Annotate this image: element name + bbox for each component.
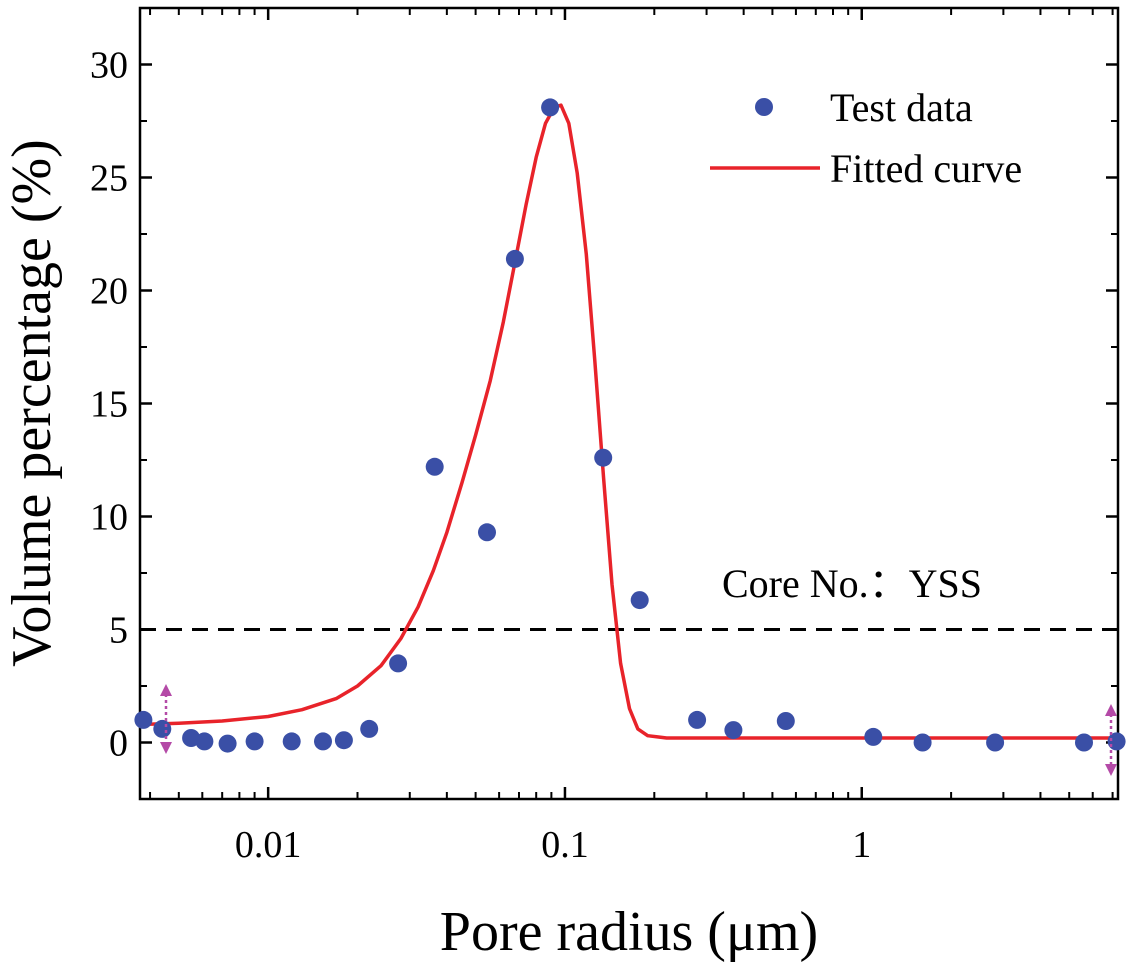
- legend-marker-test-data: [755, 98, 773, 116]
- legend-label-test-data: Test data: [830, 85, 973, 130]
- y-axis-title: Volume percentage (%): [1, 139, 63, 667]
- right-edge-arrow-up: [1105, 704, 1117, 716]
- x-tick-label: 0.01: [235, 824, 302, 866]
- y-tick-label: 25: [90, 158, 128, 200]
- test-data-point: [913, 733, 932, 752]
- test-data-point: [245, 732, 264, 751]
- test-data-point: [153, 719, 172, 738]
- x-tick-label: 1: [852, 824, 871, 866]
- test-data-point: [478, 523, 496, 542]
- y-tick-label: 15: [90, 384, 128, 426]
- y-tick-label: 30: [90, 45, 128, 87]
- edge-markers: [160, 684, 1117, 776]
- y-tick-label: 5: [109, 610, 128, 652]
- test-data-point: [218, 734, 237, 753]
- left-edge-arrow-down: [160, 742, 172, 754]
- fitted-curve-layer: [143, 103, 1118, 740]
- core-number-annotation: Core No.：YSS: [722, 561, 982, 606]
- test-data-point: [724, 721, 743, 740]
- test-data-point: [1107, 732, 1126, 751]
- test-data-point: [195, 732, 214, 751]
- y-tick-label: 10: [90, 497, 128, 539]
- test-data-point: [986, 733, 1005, 752]
- test-data-point: [389, 654, 408, 673]
- x-tick-label: 0.1: [541, 824, 589, 866]
- test-data-point: [594, 448, 613, 467]
- test-data-point: [334, 731, 353, 750]
- test-data-layer: [134, 98, 1126, 753]
- y-tick-label: 20: [90, 271, 128, 313]
- test-data-point: [360, 719, 379, 738]
- x-axis-title: Pore radius (μm): [440, 901, 818, 963]
- test-data-point: [314, 732, 332, 751]
- y-tick-label: 0: [109, 723, 128, 765]
- test-data-point: [425, 457, 444, 476]
- legend: Test data Fitted curve: [710, 85, 1022, 191]
- right-edge-arrow-down: [1105, 764, 1117, 776]
- test-data-point: [776, 712, 795, 730]
- test-data-point: [864, 727, 883, 746]
- test-data-point: [688, 710, 707, 729]
- test-data-point: [541, 98, 560, 117]
- left-edge-arrow-up: [160, 684, 172, 696]
- test-data-point: [505, 249, 524, 268]
- legend-label-fitted-curve: Fitted curve: [830, 146, 1022, 191]
- test-data-point: [1075, 733, 1093, 752]
- test-data-point: [282, 732, 301, 751]
- test-data-point: [630, 591, 649, 610]
- fitted-curve-line: [143, 103, 1118, 740]
- test-data-point: [134, 710, 153, 729]
- ticks-layer: 0 5 10 15 20 25 30 0.01 0.1 1: [90, 7, 1118, 866]
